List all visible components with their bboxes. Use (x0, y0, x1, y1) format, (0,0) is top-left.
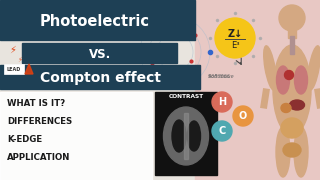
Text: Soft tissue: Soft tissue (208, 74, 234, 79)
Bar (4, 64, 24, 74)
Ellipse shape (164, 107, 209, 165)
Text: ⚡: ⚡ (10, 45, 16, 55)
Text: Compton effect: Compton effect (39, 71, 161, 85)
Bar (0, 65, 200, 89)
Text: APPLICATION: APPLICATION (7, 154, 70, 163)
Ellipse shape (308, 46, 320, 90)
Ellipse shape (284, 71, 293, 80)
Bar (0, 0, 195, 40)
Ellipse shape (273, 45, 311, 135)
Text: Z↓: Z↓ (228, 29, 243, 39)
Text: E³: E³ (231, 42, 239, 51)
Text: #666666: #666666 (208, 74, 231, 79)
Text: LEAD: LEAD (7, 67, 21, 72)
Ellipse shape (294, 66, 308, 94)
Circle shape (212, 92, 232, 112)
Bar (22, 43, 177, 63)
Bar (290, 36, 294, 54)
Circle shape (212, 121, 232, 141)
Bar (0, 92, 152, 180)
Bar (155, 92, 217, 175)
Ellipse shape (281, 118, 303, 138)
Polygon shape (25, 64, 33, 74)
Circle shape (279, 5, 305, 31)
Text: ⚡: ⚡ (18, 57, 22, 63)
Ellipse shape (188, 121, 201, 151)
Circle shape (215, 18, 255, 58)
Bar (288, 30, 296, 38)
Ellipse shape (276, 127, 290, 177)
Text: CONTRAST: CONTRAST (168, 94, 204, 100)
Ellipse shape (276, 66, 290, 94)
Text: DIFFERENCES: DIFFERENCES (7, 118, 72, 127)
Text: K-EDGE: K-EDGE (7, 136, 42, 145)
Bar (0, 0, 195, 180)
Text: VS.: VS. (89, 48, 111, 60)
Ellipse shape (264, 46, 276, 90)
Text: Photoelectric: Photoelectric (40, 14, 150, 28)
Ellipse shape (290, 100, 305, 110)
Bar (195, 0, 320, 180)
Text: H: H (218, 97, 226, 107)
Bar (184, 113, 188, 159)
Text: C: C (218, 126, 226, 136)
Text: O: O (239, 111, 247, 121)
Ellipse shape (172, 120, 186, 152)
Text: WHAT IS IT?: WHAT IS IT? (7, 100, 65, 109)
Ellipse shape (281, 103, 291, 112)
Circle shape (233, 106, 253, 126)
Ellipse shape (283, 143, 301, 157)
Ellipse shape (294, 127, 308, 177)
